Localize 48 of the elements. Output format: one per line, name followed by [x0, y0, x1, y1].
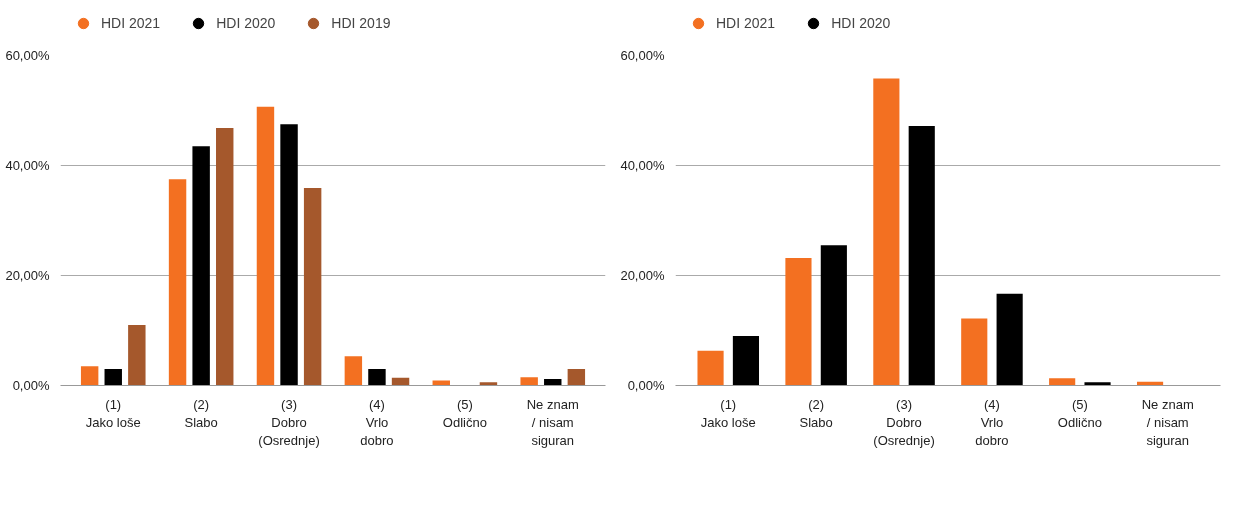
- y-tick-label: 60,00%: [5, 48, 50, 63]
- bar: [1049, 378, 1076, 386]
- x-tick-label: (5) Odlično: [442, 396, 487, 430]
- bar: [80, 366, 99, 386]
- legend-label: HDI 2020: [831, 15, 891, 31]
- y-tick-label: 40,00%: [620, 158, 665, 173]
- y-tick-label: 0,00%: [12, 378, 50, 393]
- legend-label: HDI 2020: [216, 15, 276, 31]
- y-tick-label: 40,00%: [5, 158, 50, 173]
- bar: [368, 369, 386, 386]
- x-tick-label: (3) Dobro (Osrednje): [258, 396, 320, 448]
- bar: [216, 128, 234, 386]
- legend-label: HDI 2019: [331, 15, 391, 31]
- bar: [1084, 382, 1111, 386]
- bar: [961, 318, 988, 386]
- x-tick-label: (1) Jako loše: [700, 396, 756, 430]
- x-tick-label: (4) Vrlo dobro: [360, 396, 394, 448]
- bar: [168, 179, 187, 386]
- x-tick-label: (1) Jako loše: [85, 396, 141, 430]
- bar: [785, 257, 812, 386]
- x-tick-label: (2) Slabo: [184, 396, 218, 430]
- y-tick-label: 0,00%: [627, 378, 665, 393]
- legend-label: HDI 2021: [101, 15, 161, 31]
- legend-label: HDI 2021: [716, 15, 776, 31]
- bar: [873, 78, 900, 386]
- bar: [732, 336, 760, 386]
- y-tick-label: 20,00%: [620, 268, 665, 283]
- x-tick-label: (4) Vrlo dobro: [975, 396, 1009, 448]
- bar: [104, 369, 122, 386]
- bar: [256, 106, 275, 386]
- x-tick-label: (3) Dobro (Osrednje): [873, 396, 935, 448]
- x-tick-label: Ne znam / nisam siguran: [1141, 396, 1194, 448]
- y-tick-label: 20,00%: [5, 268, 50, 283]
- bar: [128, 325, 146, 386]
- x-tick-label: (5) Odlično: [1057, 396, 1102, 430]
- bar: [192, 146, 210, 386]
- x-tick-label: (2) Slabo: [799, 396, 833, 430]
- bar: [697, 350, 724, 386]
- bar: [908, 125, 935, 386]
- bar: [820, 245, 847, 386]
- bar: [567, 369, 586, 386]
- bar: [344, 356, 363, 386]
- x-tick-label: Ne znam / nisam siguran: [526, 396, 579, 448]
- bar: [280, 124, 298, 386]
- bar: [303, 188, 322, 386]
- y-tick-label: 60,00%: [620, 48, 665, 63]
- bar: [996, 293, 1023, 386]
- bar: [520, 377, 538, 386]
